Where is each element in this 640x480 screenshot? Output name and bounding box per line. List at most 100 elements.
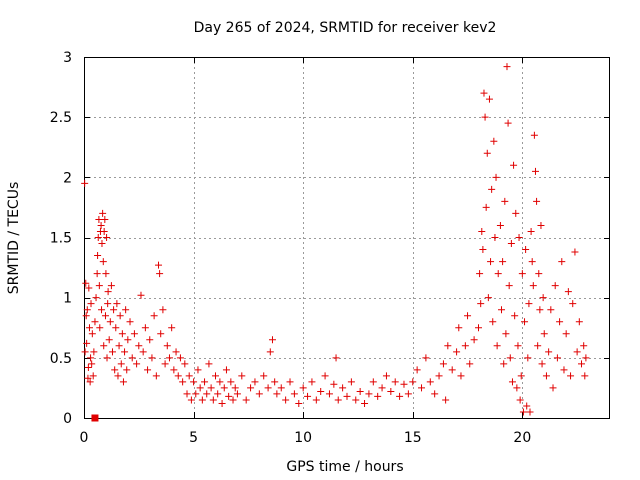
data-point [98,240,106,248]
data-point [121,348,129,356]
data-point [229,396,237,404]
data-point [83,339,91,347]
x-axis: 0 5 10 15 20 [80,57,531,446]
y-tick-label: 2 [63,170,72,186]
data-point [102,270,110,278]
data-point [330,380,338,388]
data-point [547,306,555,314]
data-point [582,354,590,362]
data-point [273,390,281,398]
data-point [89,372,97,380]
data-point [528,258,536,266]
data-point [404,390,412,398]
data-point [84,363,92,371]
data-point [496,221,504,229]
data-point [426,378,434,386]
data-point [117,360,125,368]
data-point [82,279,90,287]
data-point [115,342,123,350]
x-axis-label: GPS time / hours [286,459,403,475]
data-point [534,342,542,350]
data-point [479,246,487,254]
data-point [549,384,557,392]
data-point [515,234,523,241]
data-point [400,380,408,388]
data-point [152,372,160,380]
data-point [214,390,222,398]
data-point [290,390,298,398]
data-point [498,306,506,314]
data-point [527,227,535,235]
data-point [457,372,465,380]
data-point [116,312,124,320]
data-point [238,372,246,380]
data-point [201,378,209,386]
data-point [103,234,111,241]
data-point [251,378,259,386]
data-point [111,366,119,374]
data-point [190,378,198,386]
data-point [220,384,228,392]
data-point [85,324,93,332]
data-point [155,261,163,269]
data-point [81,348,89,356]
data-point [334,396,342,404]
data-point [581,372,589,380]
data-point [477,300,485,308]
data-point [442,396,450,404]
data-point [286,378,294,386]
data-point [480,89,488,97]
data-point [101,215,109,223]
data-point [418,384,426,392]
data-point [489,318,497,326]
data-point [98,306,106,314]
data-point [124,336,132,344]
data-point [537,221,545,229]
x-tick-label: 10 [294,430,312,446]
data-point [137,291,145,299]
data-point [174,372,182,380]
data-point [227,378,235,386]
data-point [558,258,566,266]
data-point [484,294,492,302]
data-point [277,384,285,392]
data-point [128,354,136,362]
data-point [242,396,250,404]
data-point [470,336,478,344]
data-point [101,312,109,320]
data-point [183,390,191,398]
data-point [504,119,512,127]
data-point [90,348,98,356]
data-point [212,372,219,380]
data-point [96,324,104,332]
y-tick-label: 0 [63,411,72,427]
data-point [86,378,94,386]
data-point [88,360,96,368]
data-point [99,258,107,266]
data-point [529,282,537,290]
data-point [141,324,149,332]
x-tick-label: 20 [513,430,531,446]
data-point [511,312,519,320]
data-point [516,396,524,404]
data-point [233,390,241,398]
data-point [100,342,108,350]
data-point [492,173,500,181]
data-point [308,378,316,386]
data-point [108,348,116,356]
data-point [560,366,568,374]
data-point [159,306,167,314]
data-point [139,348,147,356]
data-point [540,330,548,338]
y-tick-label: 1.5 [50,231,72,247]
data-point [198,396,206,404]
data-point [507,240,515,248]
data-point [161,360,169,368]
chart-title: Day 265 of 2024, SRMTID for receiver kev… [194,20,497,36]
data-point [439,360,447,368]
data-point [535,270,543,278]
data-point [524,354,532,362]
data-point [569,300,577,308]
x-tick-label: 0 [80,430,89,446]
